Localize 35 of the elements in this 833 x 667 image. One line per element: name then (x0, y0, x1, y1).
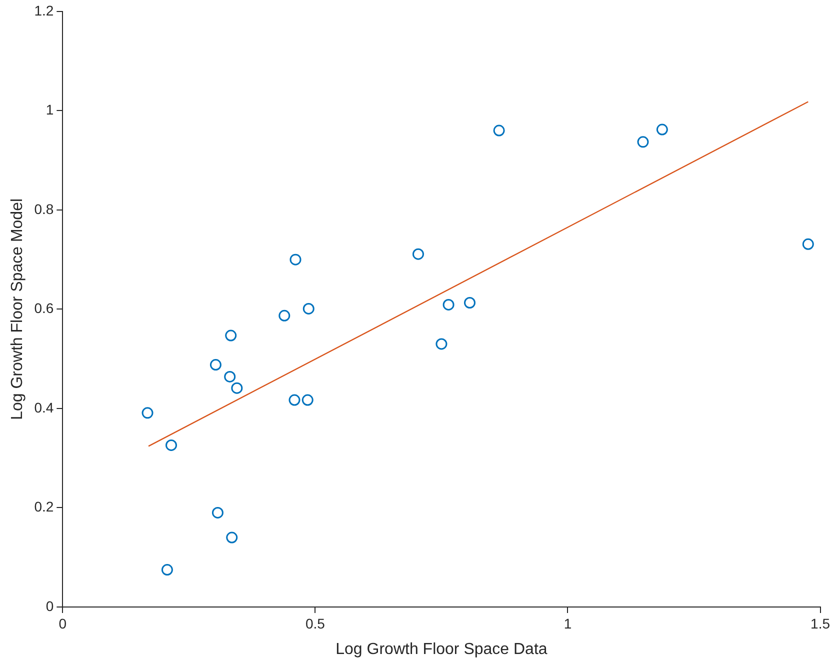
x-tick-label: 0.5 (305, 615, 326, 632)
point (493, 124, 505, 136)
point (278, 310, 290, 322)
y-tick-label: 0.6 (34, 300, 54, 316)
point (161, 564, 173, 576)
point (464, 297, 476, 308)
point (436, 338, 448, 350)
point (302, 302, 314, 314)
x-axis-title: Log Growth Floor Space Data (336, 640, 548, 658)
point (412, 248, 424, 260)
y-tick-label: 1.2 (34, 2, 54, 18)
x-tick-label: 1 (564, 615, 572, 632)
point (802, 238, 814, 250)
point (166, 439, 178, 451)
point (225, 330, 237, 342)
point (442, 298, 454, 310)
point (637, 136, 649, 148)
point (302, 394, 314, 406)
x-tick-label: 1.5 (810, 615, 830, 632)
point (212, 506, 224, 518)
point (226, 532, 238, 544)
point (142, 407, 154, 419)
point (224, 370, 236, 382)
point (288, 394, 300, 406)
point (210, 359, 222, 371)
y-tick-label: 1 (46, 102, 54, 118)
point (290, 254, 302, 266)
y-tick-label: 0.2 (34, 498, 54, 515)
point (231, 382, 243, 394)
y-tick-label: 0.4 (34, 399, 54, 416)
y-tick-label: 0 (46, 598, 54, 614)
y-axis-title: Log Growth Floor Space Model (9, 198, 26, 420)
x-tick-label: 0 (58, 615, 67, 632)
y-tick-label: 0.8 (34, 200, 54, 217)
point (656, 124, 668, 136)
